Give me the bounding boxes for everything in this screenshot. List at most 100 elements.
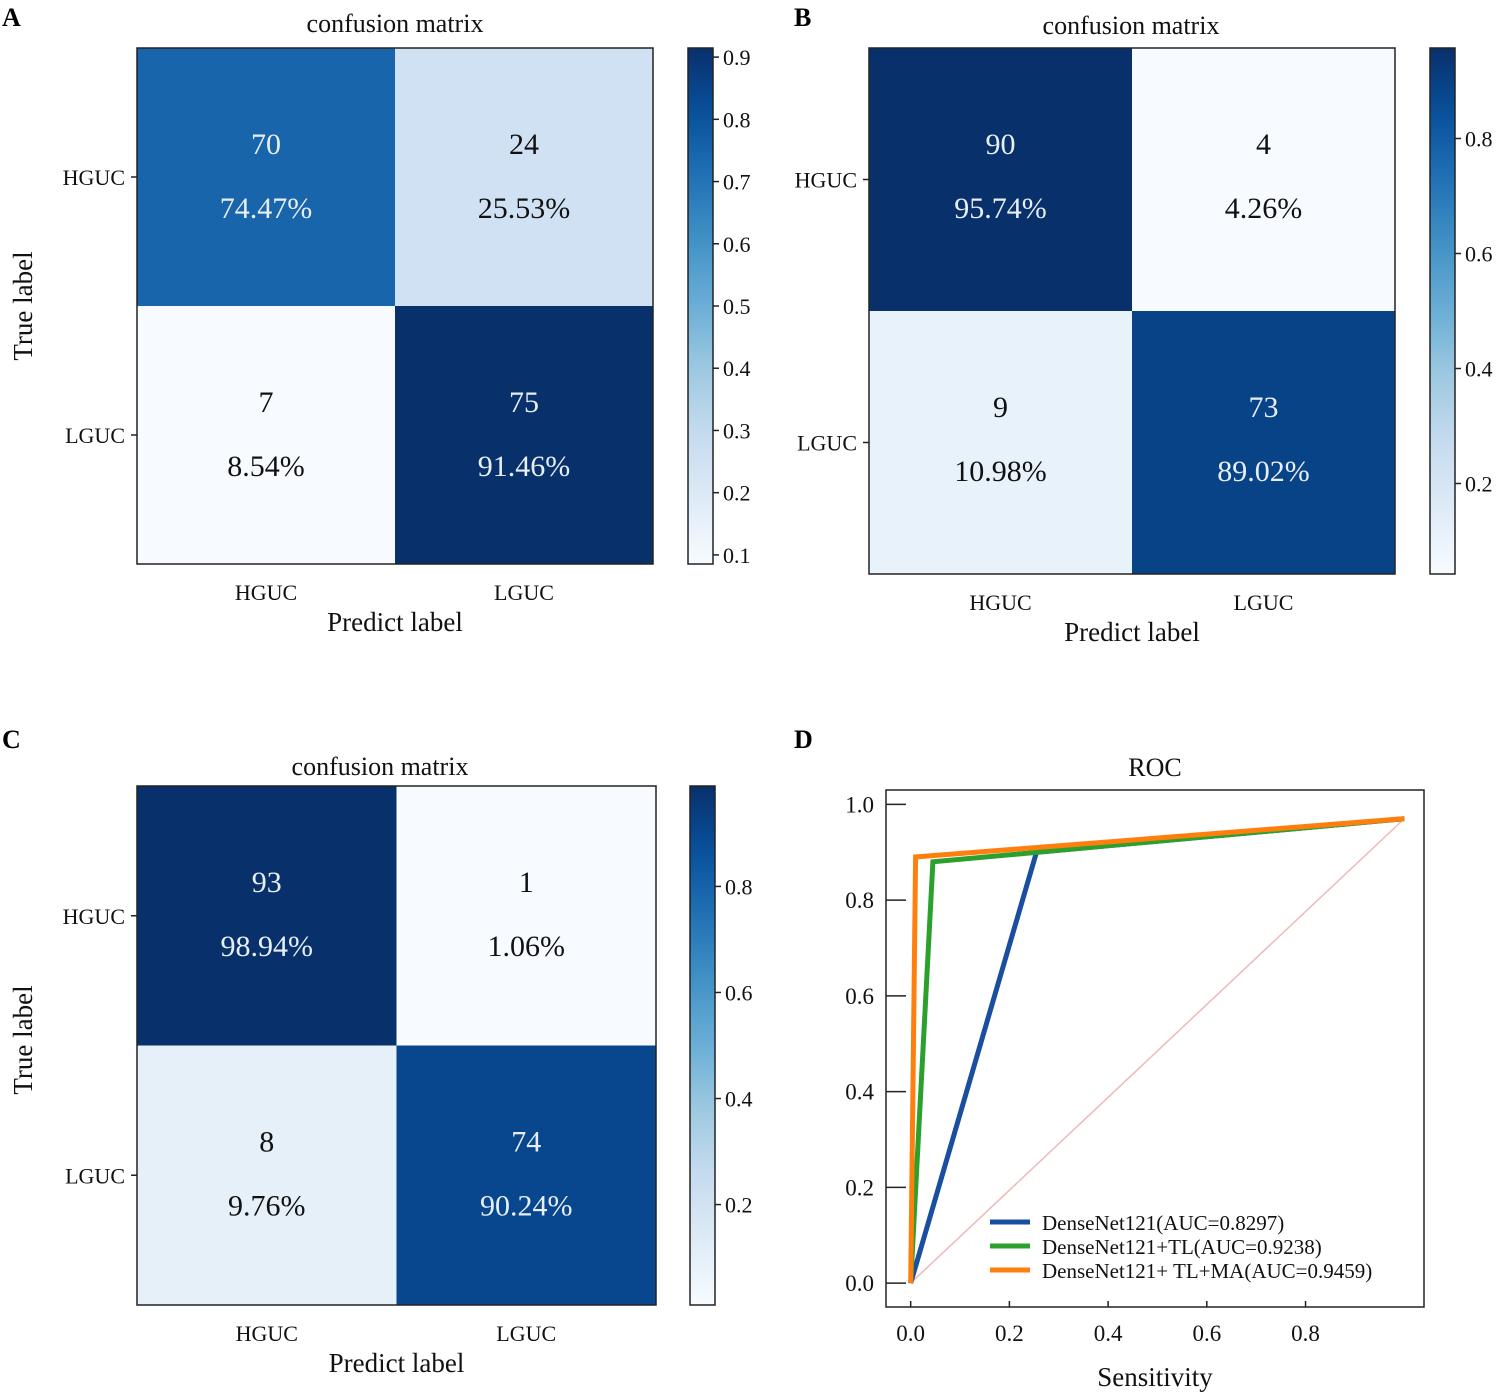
x-tick-label: LGUC [496, 1321, 556, 1346]
colorbar-tick-label: 0.4 [725, 1087, 753, 1112]
cell-percent: 95.74% [954, 192, 1047, 225]
panel-letter-c: C [2, 725, 21, 754]
cell-count: 4 [1256, 128, 1271, 161]
x-axis-label: Predict label [327, 607, 463, 637]
heatmap-cell [137, 48, 395, 306]
panel-b-confusion-matrix: confusion matrix 90 95.74% 4 4.26% 9 10.98% 73 8… [795, 11, 1493, 647]
colorbar [689, 785, 716, 1306]
cell-percent: 90.24% [480, 1190, 573, 1223]
heatmap-cell [137, 786, 397, 1046]
x-tick-label: LGUC [494, 580, 554, 605]
chance-diagonal [910, 818, 1405, 1284]
cell-percent: 9.76% [228, 1190, 306, 1223]
heatmap-cell [869, 48, 1132, 311]
heatmap-cell [137, 1045, 397, 1305]
x-axis-label: Predict label [329, 1348, 465, 1378]
panel-letter-a: A [2, 3, 21, 32]
y-tick-label: 1.0 [845, 792, 874, 817]
cell-percent: 25.53% [478, 192, 571, 225]
heatmap-cell [137, 306, 395, 564]
cell-percent: 98.94% [221, 930, 314, 963]
colorbar-tick-label: 0.5 [723, 294, 751, 319]
cell-count: 75 [509, 386, 539, 419]
x-tick-label: 0.6 [1192, 1321, 1221, 1346]
y-tick-label: 0.0 [845, 1271, 874, 1296]
x-tick-label: 0.8 [1291, 1321, 1320, 1346]
chart-title: confusion matrix [1043, 11, 1220, 40]
x-tick-label: 0.4 [1094, 1321, 1123, 1346]
y-tick-label: LGUC [65, 423, 125, 448]
cell-count: 93 [252, 866, 282, 899]
colorbar-tick-label: 0.6 [725, 980, 753, 1005]
panel-c-confusion-matrix: confusion matrix 93 98.94% 1 1.06% 8 9.76% 74 90… [8, 752, 753, 1378]
panel-d-roc-chart: ROC 0.0 0.2 0.4 0.6 0.8 1.0 0.0 0.2 0.4 0.6 0.8 Sens… [845, 753, 1425, 1392]
heatmap-cell [396, 786, 656, 1046]
y-axis-label: True label [8, 251, 38, 360]
legend-entry: DenseNet121+ TL+MA(AUC=0.9459) [1042, 1259, 1372, 1283]
heatmap-cell [395, 306, 653, 564]
x-axis-label: Predict label [1064, 617, 1200, 647]
x-tick-label: 0.0 [896, 1321, 925, 1346]
y-axis-label: True label [8, 985, 38, 1094]
roc-series-line [908, 816, 1405, 1284]
y-tick-label: LGUC [65, 1163, 125, 1188]
cell-count: 9 [993, 391, 1008, 424]
cell-percent: 8.54% [227, 450, 305, 483]
colorbar-tick-label: 0.2 [1465, 471, 1493, 496]
cell-percent: 89.02% [1217, 455, 1310, 488]
chart-title: confusion matrix [307, 9, 484, 38]
y-tick-label: 0.2 [845, 1175, 874, 1200]
legend-entry: DenseNet121(AUC=0.8297) [1042, 1211, 1284, 1235]
x-tick-label: LGUC [1234, 590, 1294, 615]
chart-title: confusion matrix [292, 752, 469, 781]
colorbar-tick-label: 0.6 [1465, 242, 1493, 267]
y-tick-label: LGUC [797, 431, 857, 456]
colorbar [1429, 47, 1456, 575]
colorbar-tick-label: 0.2 [725, 1193, 753, 1218]
x-tick-label: HGUC [236, 1321, 298, 1346]
y-tick-label: 0.6 [845, 984, 874, 1009]
panel-a-confusion-matrix: confusion matrix 70 74.47% 24 25.53% 7 8.54% 75… [8, 9, 751, 637]
x-tick-label: HGUC [235, 580, 297, 605]
heatmap-frame [136, 47, 654, 565]
cell-count: 73 [1249, 391, 1279, 424]
heatmap-cell [869, 311, 1132, 574]
y-tick-label: HGUC [63, 165, 125, 190]
cell-count: 74 [511, 1126, 541, 1159]
colorbar-tick-label: 0.3 [723, 418, 751, 443]
cell-count: 24 [509, 128, 539, 161]
y-tick-label: 0.8 [845, 888, 874, 913]
heatmap-cell [396, 1045, 656, 1305]
y-tick-label: 0.4 [845, 1080, 874, 1105]
colorbar-tick-label: 0.4 [723, 356, 751, 381]
cell-count: 90 [986, 128, 1016, 161]
heatmap-cell [1132, 48, 1395, 311]
cell-percent: 4.26% [1225, 192, 1303, 225]
plot-frame [885, 789, 1425, 1308]
heatmap-cell [395, 48, 653, 306]
colorbar-tick-label: 0.4 [1465, 356, 1493, 381]
cell-count: 7 [259, 386, 274, 419]
cell-percent: 74.47% [220, 192, 313, 225]
colorbar-tick-label: 0.1 [723, 543, 751, 568]
cell-percent: 1.06% [488, 930, 566, 963]
colorbar-tick-label: 0.6 [723, 232, 751, 257]
heatmap-frame [868, 47, 1396, 575]
x-tick-label: HGUC [969, 590, 1031, 615]
x-tick-label: 0.2 [995, 1321, 1024, 1346]
y-tick-label: HGUC [63, 904, 125, 929]
colorbar-tick-label: 0.8 [725, 874, 753, 899]
colorbar-tick-label: 0.9 [723, 45, 751, 70]
heatmap-cell [1132, 311, 1395, 574]
x-axis-label: Sensitivity [1097, 1362, 1213, 1392]
legend-entry: DenseNet121+TL(AUC=0.9238) [1042, 1235, 1322, 1259]
colorbar-tick-label: 0.8 [723, 107, 751, 132]
cell-percent: 10.98% [954, 455, 1047, 488]
panel-letter-d: D [794, 725, 813, 754]
colorbar-tick-label: 0.8 [1465, 127, 1493, 152]
heatmap-frame [136, 785, 657, 1306]
cell-percent: 91.46% [478, 450, 571, 483]
cell-count: 70 [251, 128, 281, 161]
y-tick-label: HGUC [795, 168, 857, 193]
